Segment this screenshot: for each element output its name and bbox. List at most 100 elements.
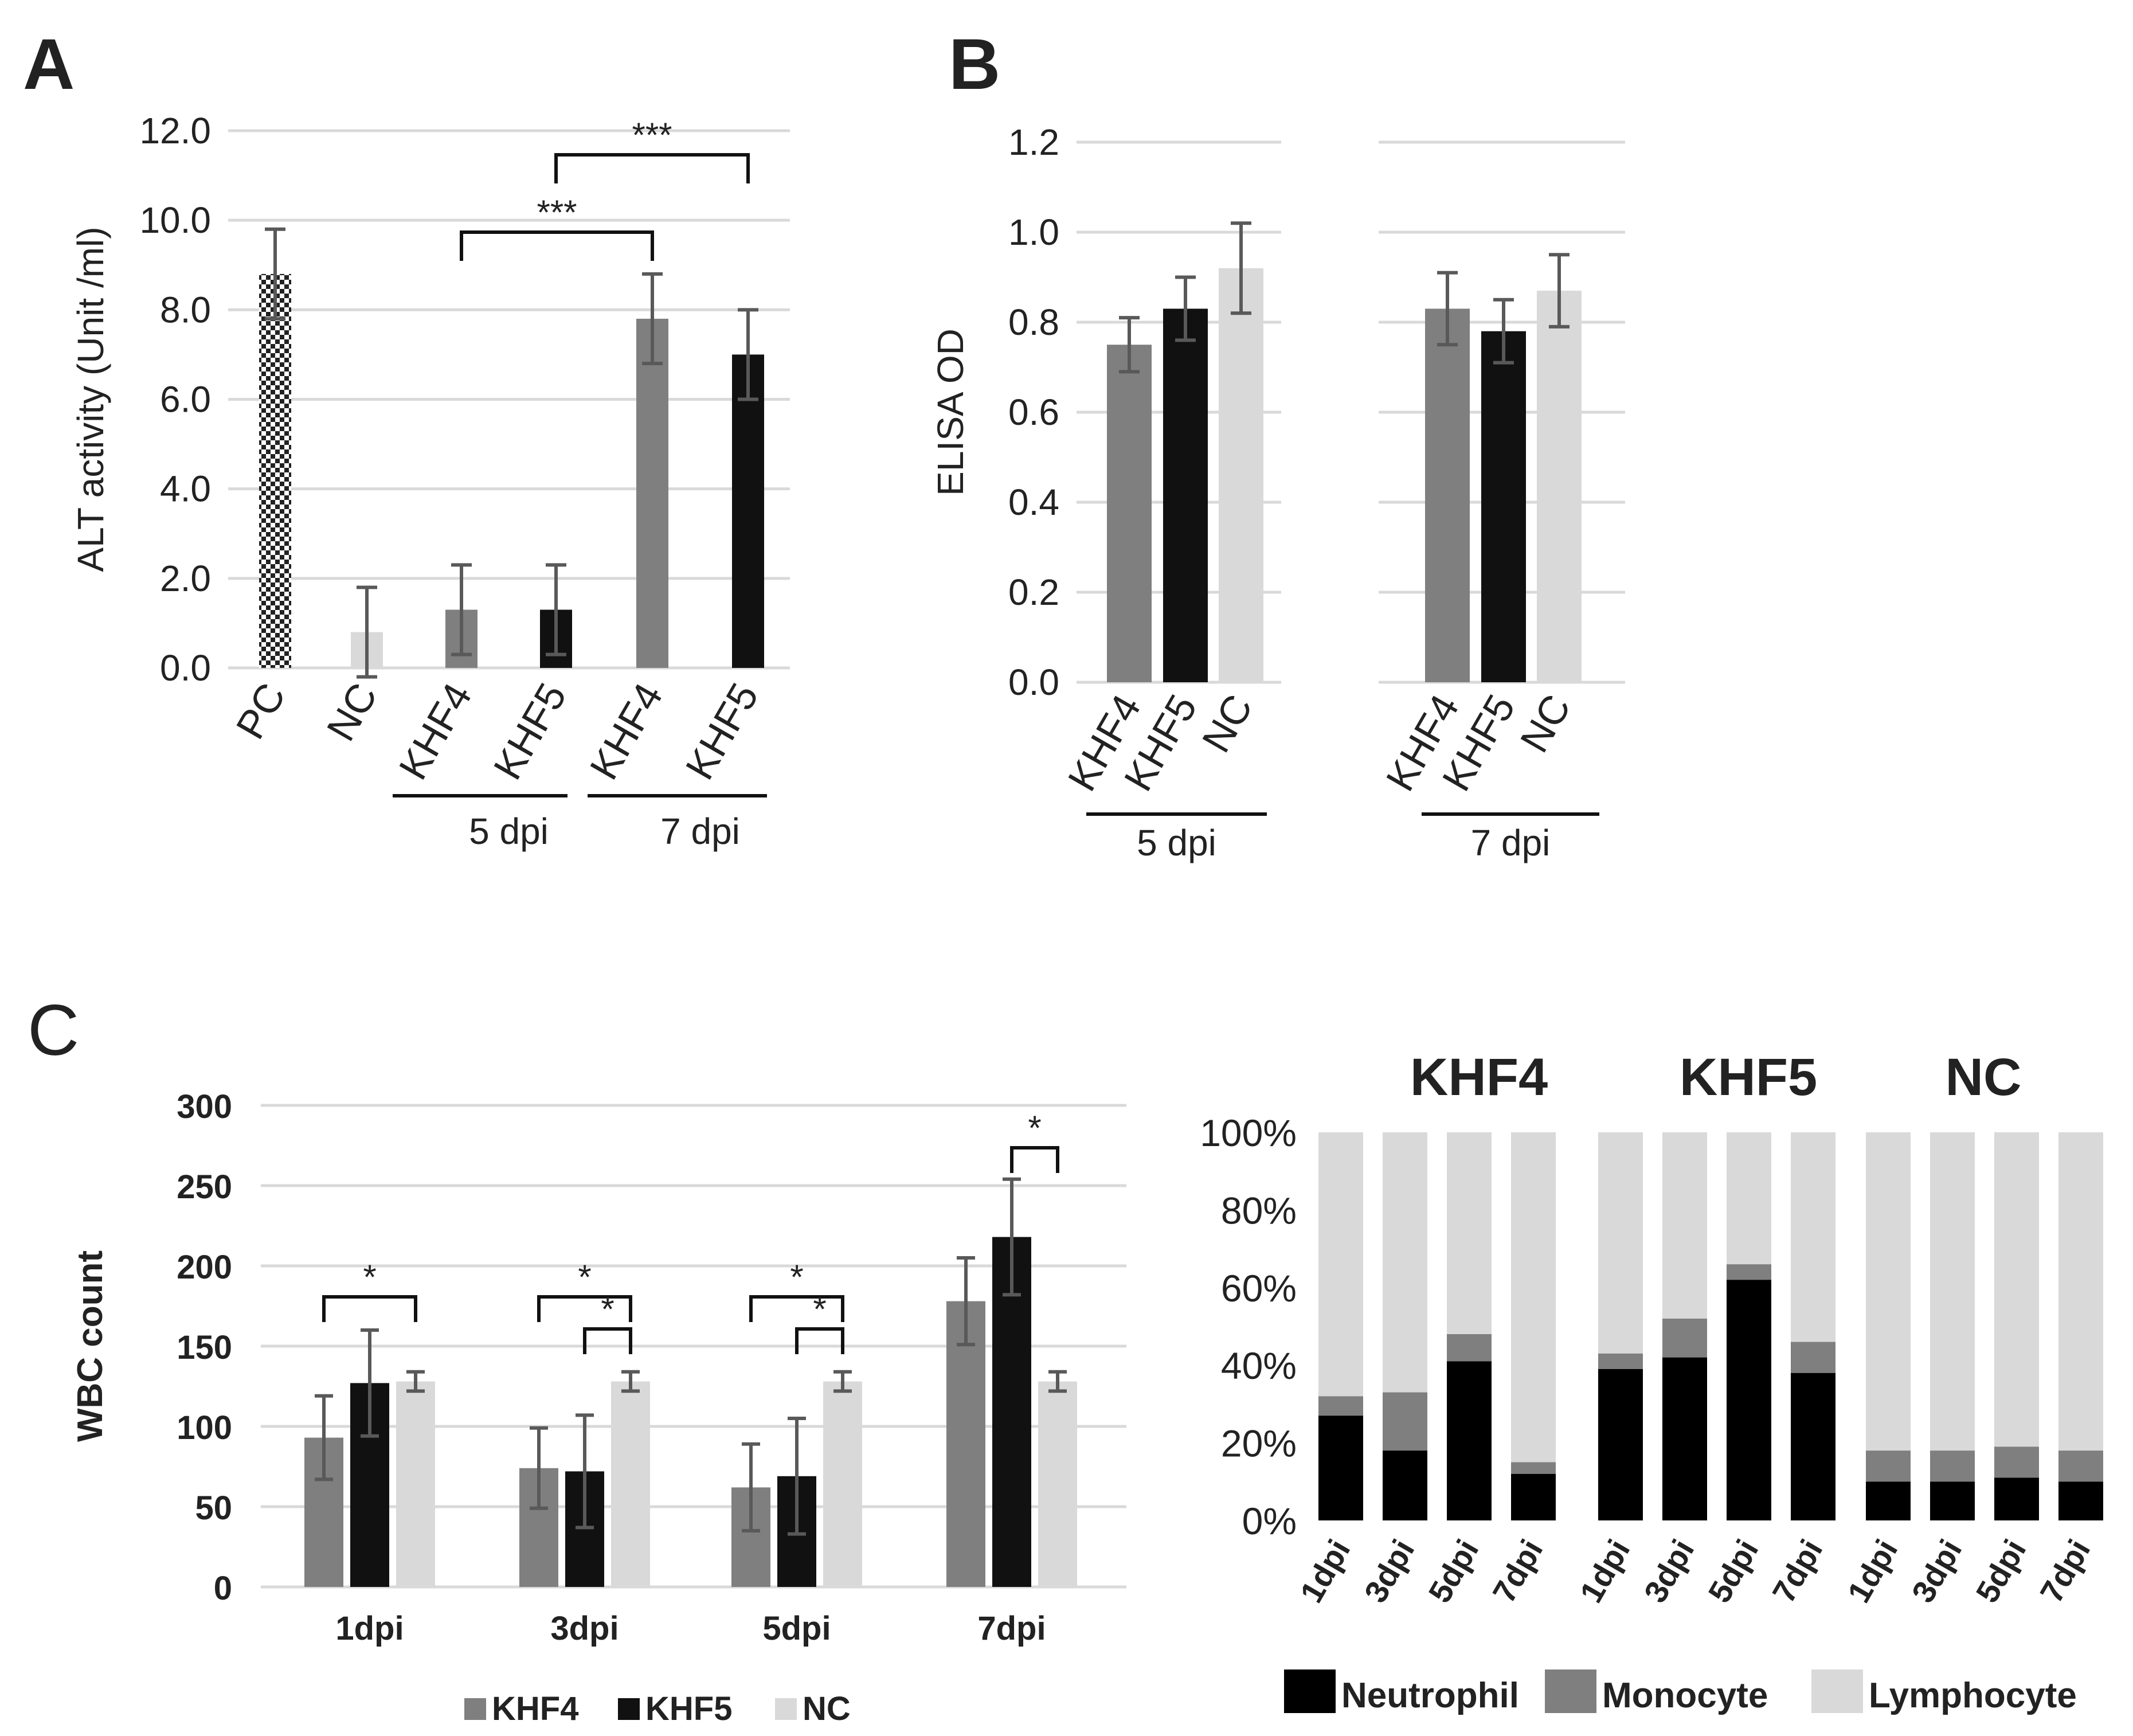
x-tick-label: NC <box>1512 687 1579 760</box>
x-tick-label: 1dpi <box>335 1610 404 1647</box>
significance-bracket-label: *** <box>537 193 577 232</box>
y-tick-label: 0 <box>214 1570 232 1607</box>
y-tick-label: 0.0 <box>160 647 211 689</box>
group-label: 5 dpi <box>1137 822 1216 863</box>
bar-segment-neutrophil <box>1598 1369 1643 1520</box>
legend-swatch-lymphocyte <box>1811 1669 1863 1713</box>
group-label: 7 dpi <box>660 811 740 852</box>
bar-segment-monocyte <box>1511 1462 1556 1474</box>
bar-segment-monocyte <box>1930 1450 1975 1482</box>
y-axis-label: ALT activity (Unit /ml) <box>70 226 111 572</box>
group-title: NC <box>1946 1048 2022 1106</box>
bar-segment-neutrophil <box>1662 1357 1707 1520</box>
x-tick-label: 1dpi <box>1572 1534 1637 1609</box>
bar-segment-lymphocyte <box>1994 1132 2039 1447</box>
x-tick-label: KHF4 <box>390 676 480 787</box>
y-tick-label: 1.0 <box>1008 212 1059 253</box>
bar-nc <box>396 1381 435 1587</box>
bar-segment-lymphocyte <box>1318 1132 1363 1397</box>
significance-bracket <box>583 1327 632 1354</box>
bar-nc <box>823 1381 862 1587</box>
significance-bracket-label: * <box>578 1258 591 1296</box>
y-tick-label: 150 <box>177 1329 232 1366</box>
bar-khf4 <box>1107 345 1152 682</box>
x-tick-label: 3dpi <box>1357 1534 1421 1609</box>
x-tick-label: 1dpi <box>1840 1534 1904 1609</box>
bar-segment-monocyte <box>1994 1446 2039 1478</box>
group-label: 7 dpi <box>1471 822 1551 863</box>
significance-bracket <box>322 1295 417 1322</box>
y-tick-label: 0.2 <box>1008 572 1059 613</box>
bar-segment-lymphocyte <box>1383 1132 1427 1393</box>
significance-bracket <box>537 1295 632 1322</box>
y-tick-label: 100% <box>1200 1112 1297 1154</box>
bar-segment-lymphocyte <box>1598 1132 1643 1354</box>
x-tick-label: 3dpi <box>550 1610 619 1647</box>
x-tick-label: KHF5 <box>677 676 767 787</box>
bar-segment-neutrophil <box>1447 1361 1492 1520</box>
legend-label-monocyte: Monocyte <box>1602 1676 1768 1715</box>
y-tick-label: 20% <box>1221 1422 1297 1465</box>
legend-swatch-khf4 <box>464 1698 486 1720</box>
panel-label-c: C <box>28 991 79 1070</box>
bar-segment-neutrophil <box>1383 1450 1427 1520</box>
bar-pc <box>259 273 291 668</box>
bar-segment-monocyte <box>1866 1450 1911 1482</box>
panel-label-a: A <box>23 25 75 104</box>
bar-nc <box>1219 268 1263 682</box>
x-tick-label: 5dpi <box>762 1610 831 1647</box>
y-tick-label: 8.0 <box>160 289 211 330</box>
y-tick-label: 60% <box>1221 1267 1297 1309</box>
significance-bracket <box>460 230 654 261</box>
x-tick-label: KHF5 <box>485 676 575 787</box>
x-tick-label: 7dpi <box>1765 1534 1829 1609</box>
bar-khf4 <box>636 318 668 668</box>
y-tick-label: 100 <box>177 1409 232 1446</box>
bar-segment-monocyte <box>1383 1392 1427 1451</box>
bar-segment-monocyte <box>1598 1353 1643 1369</box>
bar-segment-lymphocyte <box>2058 1132 2103 1451</box>
y-tick-label: 300 <box>177 1088 232 1125</box>
bar-khf4 <box>1425 308 1470 682</box>
x-tick-label: 5dpi <box>1968 1534 2033 1609</box>
y-tick-label: 0.8 <box>1008 302 1059 343</box>
significance-bracket <box>795 1327 844 1354</box>
y-axis-label: WBC count <box>71 1250 110 1442</box>
x-tick-label: 7dpi <box>1485 1534 1549 1609</box>
bar-khf5 <box>1481 331 1526 682</box>
y-tick-label: 50 <box>195 1489 232 1527</box>
y-tick-label: 6.0 <box>160 379 211 420</box>
bar-nc <box>1537 291 1582 682</box>
bar-segment-lymphocyte <box>1866 1132 1911 1451</box>
y-tick-label: 40% <box>1221 1344 1297 1387</box>
significance-bracket-label: *** <box>632 116 672 154</box>
legend-label-khf4: KHF4 <box>492 1690 578 1727</box>
significance-bracket <box>749 1295 844 1322</box>
bar-segment-neutrophil <box>1511 1473 1556 1520</box>
x-tick-label: 3dpi <box>1637 1534 1701 1609</box>
legend-label-khf5: KHF5 <box>645 1690 732 1727</box>
y-tick-label: 12.0 <box>139 110 211 151</box>
group-title: KHF5 <box>1680 1048 1817 1106</box>
alt-activity-chart: 0.0 2.0 4.0 6.0 8.0 10.0 12.0 ALT activity (Uni… <box>70 110 790 852</box>
bar-khf5 <box>1163 308 1208 682</box>
bar-segment-lymphocyte <box>1930 1132 1975 1451</box>
bar-segment-neutrophil <box>1791 1373 1835 1520</box>
x-tick-label: KHF4 <box>581 676 671 787</box>
significance-bracket-label: * <box>363 1258 376 1296</box>
bar-segment-neutrophil <box>1727 1280 1771 1520</box>
bar-nc <box>1038 1381 1077 1587</box>
significance-bracket-label: * <box>1028 1109 1041 1147</box>
x-tick-label: NC <box>1193 687 1261 760</box>
panel-label-b: B <box>949 25 1000 104</box>
group-title: KHF4 <box>1410 1048 1548 1106</box>
bar-segment-lymphocyte <box>1511 1132 1556 1463</box>
bar-segment-monocyte <box>1447 1334 1492 1362</box>
x-tick-label: 5dpi <box>1701 1534 1765 1609</box>
bar-segment-neutrophil <box>1318 1416 1363 1520</box>
bar-segment-monocyte <box>1791 1342 1835 1373</box>
y-tick-label: 2.0 <box>160 558 211 599</box>
significance-bracket-label: * <box>790 1258 803 1296</box>
legend-swatch-khf5 <box>618 1698 640 1720</box>
